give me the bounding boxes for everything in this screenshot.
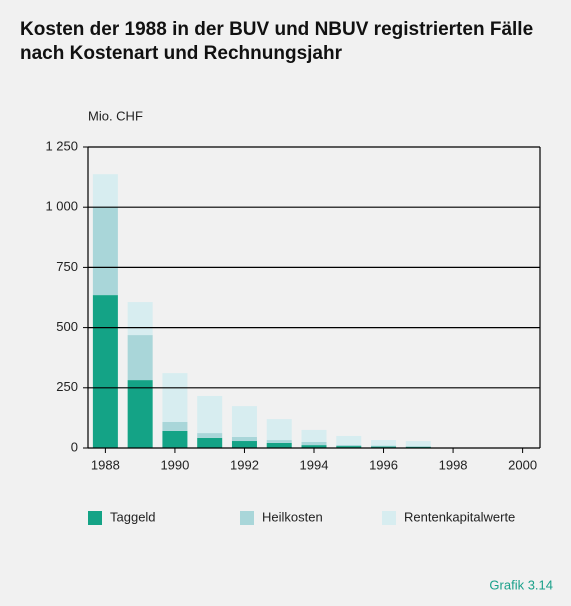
y-tick-label: 750	[56, 259, 78, 274]
y-axis-label: Mio. CHF	[88, 108, 143, 123]
bar-segment	[162, 373, 188, 422]
x-tick-label: 2000	[508, 457, 537, 472]
legend-swatch	[240, 511, 254, 525]
x-tick-label: 1996	[369, 457, 398, 472]
bar-segment	[405, 441, 431, 447]
bar-segment	[231, 441, 257, 448]
bar-segment	[127, 380, 153, 448]
bar-segment	[231, 406, 257, 437]
bar-segment	[197, 433, 223, 438]
bar-segment	[162, 421, 188, 431]
bar-segment	[336, 446, 362, 448]
bar-segment	[336, 444, 362, 447]
bar-segment	[266, 440, 292, 443]
bar-segment	[197, 395, 223, 434]
x-tick-label: 1990	[160, 457, 189, 472]
bar-segment	[301, 445, 327, 448]
y-tick-label: 1 000	[45, 199, 78, 214]
x-tick-label: 1988	[91, 457, 120, 472]
bar-segment	[197, 437, 223, 448]
bar-segment	[92, 207, 118, 296]
y-tick-label: 1 250	[45, 138, 78, 153]
bar-segment	[371, 446, 397, 448]
legend-swatch	[88, 511, 102, 525]
y-tick-label: 500	[56, 319, 78, 334]
x-tick-label: 1998	[439, 457, 468, 472]
bar-segment	[336, 435, 362, 445]
legend-label: Rentenkapitalwerte	[404, 509, 515, 524]
bar-segment	[405, 446, 431, 448]
legend-label: Taggeld	[110, 509, 156, 524]
bar-segment	[301, 429, 327, 442]
bar-segment	[371, 445, 397, 447]
bar-segment	[92, 174, 118, 208]
y-tick-label: 250	[56, 379, 78, 394]
bar-segment	[266, 442, 292, 448]
chart-title: Kosten der 1988 in der BUV und NBUV regi…	[20, 19, 534, 64]
bar-segment	[162, 430, 188, 448]
bar-segment	[92, 295, 118, 448]
x-tick-label: 1994	[300, 457, 329, 472]
bar-segment	[371, 440, 397, 446]
bar-segment	[127, 335, 153, 381]
bar-segment	[127, 302, 153, 336]
legend-swatch	[382, 511, 396, 525]
legend-label: Heilkosten	[262, 509, 323, 524]
bar-segment	[231, 436, 257, 442]
footer: Grafik 3.14	[489, 577, 553, 592]
x-tick-label: 1992	[230, 457, 259, 472]
y-tick-label: 0	[71, 439, 78, 454]
bar-segment	[405, 446, 431, 447]
bar-segment	[266, 419, 292, 441]
bar-segment	[301, 441, 327, 446]
